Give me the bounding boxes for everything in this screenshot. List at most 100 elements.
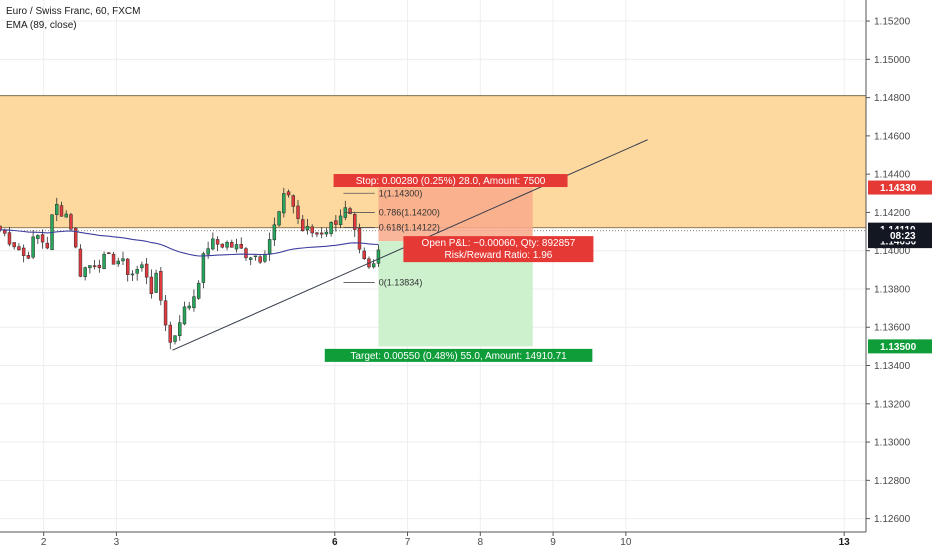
fib-level-label: 0.786(1.14200) [379,207,440,217]
candle-body [107,252,111,255]
candle [26,251,31,260]
countdown-bg [868,229,932,242]
candle-body [258,256,262,263]
candle-body [88,265,92,269]
x-tick-label: 6 [332,537,338,548]
candle [111,251,116,265]
candle-body [272,224,277,241]
candle [348,206,352,215]
ema-legend: EMA (89, close) [6,20,77,31]
candle-body [0,225,2,231]
candle-body [310,226,314,234]
candle-body [173,335,177,342]
stop-label-text: Stop: 0.00280 (0.25%) 28.0, Amount: 7500 [356,176,546,187]
candle [97,259,102,273]
candle-body [324,231,329,235]
candle [196,280,201,300]
price-tag: 1.13500 [868,339,932,354]
candle-body [12,242,16,248]
candle [182,301,187,326]
time-axis-bg [0,532,932,550]
candle-body [21,247,26,256]
candle [21,244,26,263]
candle [267,232,272,261]
candle [353,211,357,238]
y-tick-label: 1.14000 [874,246,911,257]
candle-body [301,219,305,231]
candle-body [59,205,64,217]
candle-body [69,214,73,230]
stop-label-bg [333,174,568,188]
candle [92,259,97,270]
price-tag: 1.14330 [868,180,932,195]
candles [0,187,381,350]
candle-body [40,234,45,243]
candle [173,335,177,345]
countdown-tag: 08:23 [868,229,932,242]
fib-level-label: 1(1.14300) [379,188,423,198]
rr-text: Risk/Reward Ratio: 1.96 [445,250,553,261]
candle-body [334,220,338,225]
candle-body [92,265,97,268]
y-tick-label: 1.13000 [874,438,911,449]
fib-level-label: 0.618(1.14122) [379,222,440,232]
candle-body [357,228,362,250]
candle [301,215,305,232]
target-label-bg [324,348,593,362]
candle [168,321,173,350]
target-label: Target: 0.00550 (0.48%) 55.0, Amount: 14… [324,348,593,362]
candle [334,214,338,232]
candle-body [353,214,357,230]
y-tick-label: 1.13200 [874,399,911,410]
candle [338,209,343,229]
candle-body [31,236,35,258]
candle-body [201,253,206,283]
candle-body [286,191,291,196]
candle-body [338,215,343,225]
candle-body [248,257,253,260]
candle-body [73,227,78,248]
stop-label: Stop: 0.00280 (0.25%) 28.0, Amount: 7500 [333,174,568,188]
candle-body [135,269,139,274]
y-tick-label: 1.15200 [874,17,911,28]
candle-body [3,230,7,234]
x-tick-label: 10 [620,537,632,548]
candle [329,221,333,237]
candle [310,224,314,238]
overlays: 1(1.14300) 0.786(1.14200) 0.618(1.14122) 0(… [0,139,648,362]
countdown-text: 08:23 [890,231,916,242]
candle-body [121,258,125,262]
candle [0,225,2,233]
candle [31,229,35,260]
y-tick-label: 1.14800 [874,93,911,104]
ema-line [0,229,379,257]
candle-body [116,260,120,265]
candle [178,315,182,341]
candle [362,247,366,260]
candle-body [45,242,50,249]
candle-body [102,253,106,269]
y-tick-label: 1.13400 [874,361,911,372]
candle-body [192,296,196,309]
candle-body [144,263,149,278]
pnl-bg [403,236,594,263]
candle-body [215,239,220,245]
target-label-text: Target: 0.00550 (0.48%) 55.0, Amount: 14… [350,351,567,362]
candle [36,234,40,245]
candle-body [371,263,376,268]
candle [159,267,163,306]
pnl-text: Open P&L: −0.00060, Qty: 892857 [422,238,576,249]
price-tag-bg [868,180,932,195]
candle-body [291,195,295,207]
candle [64,210,68,218]
candle-body [319,232,324,235]
price-tag-text: 1.13500 [880,342,917,353]
candle [116,257,120,267]
candle-body [376,249,381,264]
candle-body [64,213,68,218]
y-tick-label: 1.14600 [874,131,911,142]
x-tick-label: 9 [550,537,556,548]
candle-body [140,264,144,269]
candle [17,243,21,251]
